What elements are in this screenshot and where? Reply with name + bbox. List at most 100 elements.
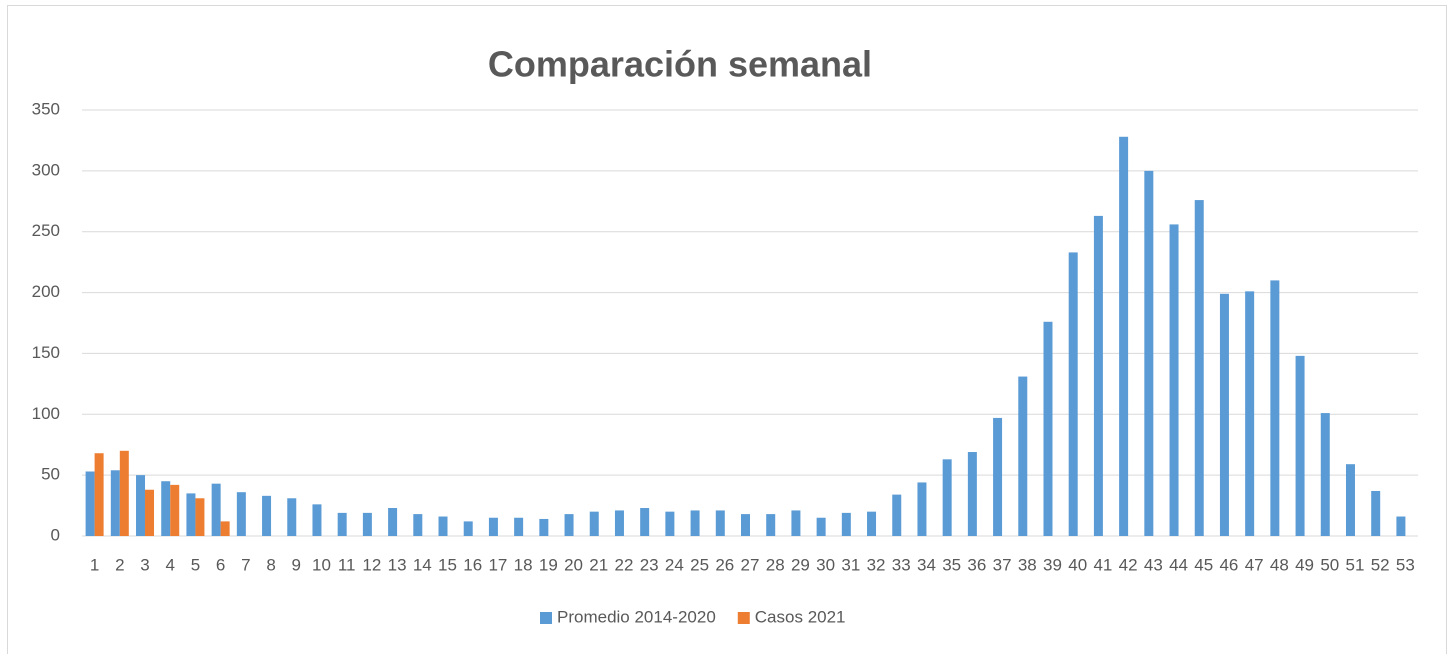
bar xyxy=(362,512,372,536)
x-tick-label: 21 xyxy=(589,555,608,574)
bar xyxy=(791,510,801,536)
bar xyxy=(94,453,104,536)
y-tick-label: 300 xyxy=(32,160,60,179)
bar xyxy=(488,517,498,536)
bar xyxy=(220,521,230,536)
x-tick-label: 42 xyxy=(1119,555,1138,574)
bar xyxy=(892,494,902,536)
x-tick-label: 43 xyxy=(1144,555,1163,574)
bar xyxy=(1345,464,1355,536)
x-tick-label: 8 xyxy=(266,555,275,574)
x-tick-label: 5 xyxy=(191,555,200,574)
x-tick-label: 37 xyxy=(993,555,1012,574)
y-tick-label: 350 xyxy=(32,99,60,118)
x-tick-label: 10 xyxy=(312,555,331,574)
x-tick-label: 29 xyxy=(791,555,810,574)
bar xyxy=(614,510,624,536)
x-tick-label: 16 xyxy=(463,555,482,574)
bar xyxy=(337,512,347,536)
bar xyxy=(993,417,1003,536)
x-tick-label: 38 xyxy=(1018,555,1037,574)
bar xyxy=(186,493,196,536)
x-tick-label: 13 xyxy=(388,555,407,574)
bar xyxy=(589,511,599,536)
bar xyxy=(715,510,725,536)
bar xyxy=(195,498,205,536)
x-tick-label: 20 xyxy=(564,555,583,574)
x-tick-label: 23 xyxy=(640,555,659,574)
x-tick-label: 4 xyxy=(165,555,174,574)
x-tick-label: 17 xyxy=(488,555,507,574)
x-tick-label: 3 xyxy=(140,555,149,574)
legend-label: Promedio 2014-2020 xyxy=(557,607,716,626)
x-tick-label: 48 xyxy=(1270,555,1289,574)
x-tick-label: 11 xyxy=(338,555,356,574)
x-tick-label: 40 xyxy=(1068,555,1087,574)
bar xyxy=(1194,200,1204,536)
bar xyxy=(665,511,675,536)
x-tick-label: 39 xyxy=(1043,555,1062,574)
bar xyxy=(942,459,952,536)
x-tick-label: 26 xyxy=(715,555,734,574)
bar xyxy=(1219,293,1229,536)
legend-label: Casos 2021 xyxy=(755,607,846,626)
bar xyxy=(1144,170,1154,536)
bar xyxy=(170,484,180,536)
x-tick-label: 33 xyxy=(892,555,911,574)
bar xyxy=(211,483,221,536)
y-tick-label: 250 xyxy=(32,221,60,240)
y-tick-label: 200 xyxy=(32,282,60,301)
bar xyxy=(1043,321,1053,536)
bar xyxy=(312,504,322,536)
y-tick-label: 0 xyxy=(51,525,60,544)
chart-title: Comparación semanal xyxy=(488,44,872,85)
bar xyxy=(1093,215,1103,537)
bar xyxy=(438,516,448,536)
bar xyxy=(262,495,272,536)
bar xyxy=(917,482,927,536)
bar xyxy=(690,510,700,536)
x-tick-label: 15 xyxy=(438,555,457,574)
bar xyxy=(816,517,826,536)
bar xyxy=(967,452,977,536)
x-tick-label: 6 xyxy=(216,555,225,574)
x-tick-label: 7 xyxy=(241,555,250,574)
bar xyxy=(1068,252,1078,537)
bar xyxy=(1270,280,1280,536)
y-tick-label: 150 xyxy=(32,343,60,362)
x-tick-label: 32 xyxy=(867,555,886,574)
bar xyxy=(1295,355,1305,536)
y-tick-label: 100 xyxy=(32,404,60,423)
bar xyxy=(413,514,423,536)
bar xyxy=(236,492,246,536)
bar xyxy=(640,508,650,536)
x-tick-label: 9 xyxy=(292,555,301,574)
bar xyxy=(145,489,155,536)
x-tick-label: 53 xyxy=(1396,555,1415,574)
x-tick-label: 22 xyxy=(615,555,634,574)
x-tick-label: 18 xyxy=(514,555,533,574)
x-tick-label: 50 xyxy=(1320,555,1339,574)
bar xyxy=(1169,224,1179,536)
x-tick-label: 14 xyxy=(413,555,432,574)
bar xyxy=(110,470,120,536)
legend-swatch xyxy=(737,612,750,624)
x-tick-label: 35 xyxy=(942,555,961,574)
x-tick-label: 2 xyxy=(115,555,124,574)
bar xyxy=(287,498,297,536)
x-tick-label: 41 xyxy=(1093,555,1112,574)
bar xyxy=(841,512,851,536)
x-tick-label: 1 xyxy=(90,555,99,574)
bar xyxy=(867,511,877,536)
x-tick-label: 47 xyxy=(1245,555,1264,574)
bar xyxy=(136,475,146,536)
bar xyxy=(1320,413,1330,536)
bar xyxy=(1396,516,1406,536)
bar xyxy=(741,514,750,536)
bar xyxy=(463,521,473,536)
chart-border xyxy=(7,5,1447,654)
x-tick-label: 34 xyxy=(917,555,936,574)
legend-swatch xyxy=(540,612,552,624)
bar xyxy=(539,518,549,536)
